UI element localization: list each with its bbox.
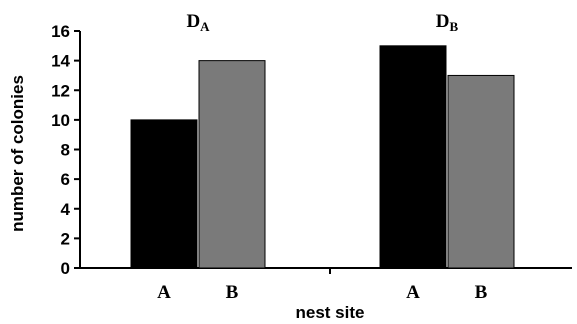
bar-1-A <box>130 119 198 269</box>
x-axis <box>80 267 572 274</box>
y-tick-label: 14 <box>51 52 70 71</box>
y-tick-label: 2 <box>61 229 70 248</box>
y-tick-label: 10 <box>51 111 70 130</box>
y-tick-label: 12 <box>51 81 70 100</box>
x-axis-title: nest site <box>296 303 365 322</box>
bar-1-B <box>198 60 266 269</box>
category-label: A <box>406 282 420 303</box>
group-label: DA <box>186 11 210 34</box>
category-label: A <box>157 282 171 303</box>
y-tick-label: 8 <box>61 141 70 160</box>
y-tick-label: 0 <box>61 259 70 278</box>
bar-2-B <box>447 74 515 269</box>
bar-2-A <box>379 45 447 269</box>
bars <box>130 45 515 269</box>
y-tick-label: 16 <box>51 22 70 41</box>
category-label: B <box>226 282 239 303</box>
y-axis-title: number of colonies <box>8 75 27 232</box>
category-label: B <box>475 282 488 303</box>
y-axis: 0 2 4 6 8 10 12 14 16 <box>51 22 81 278</box>
labels: A B DA A B DB <box>157 11 488 303</box>
y-tick-label: 4 <box>61 200 71 219</box>
y-tick-label: 6 <box>61 170 70 189</box>
group-label: DB <box>436 11 459 34</box>
